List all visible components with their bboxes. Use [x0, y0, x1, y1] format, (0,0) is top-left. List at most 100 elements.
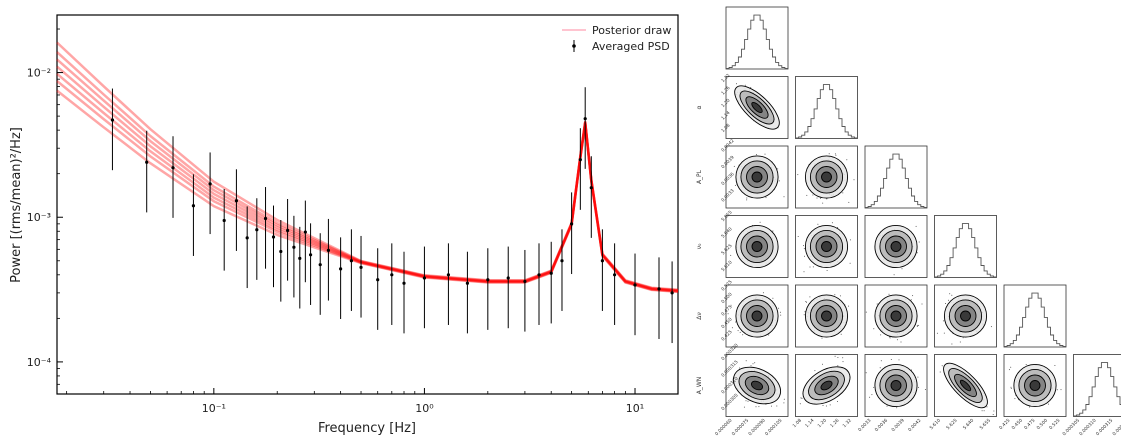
x-tick-label: 10¹ — [626, 402, 644, 415]
sample-point — [951, 294, 953, 296]
corner-x-tick-label: 1.08 — [792, 418, 803, 429]
panel-frame — [795, 76, 858, 139]
sample-point — [776, 405, 778, 407]
sample-point — [837, 401, 838, 402]
corner-x-tick-label: 1.14 — [804, 418, 815, 429]
sample-point — [778, 307, 780, 309]
sample-point — [993, 410, 995, 412]
psd-point — [285, 228, 290, 233]
psd-point — [465, 281, 470, 285]
sample-point — [822, 405, 824, 406]
corner-x-tick-label: 5.655 — [979, 418, 992, 431]
y-tick-label: 10⁻² — [27, 67, 51, 80]
sample-point — [739, 367, 741, 369]
sample-point — [1014, 398, 1016, 400]
sample-point — [917, 376, 919, 378]
corner-parameter-label: Δν — [696, 312, 703, 320]
x-axis-ticks: 10⁻¹ 10⁰ 10¹ — [66, 388, 644, 415]
corner-contour-panel — [725, 215, 789, 278]
corner-contour-panel — [725, 145, 789, 209]
sample-point — [754, 362, 756, 364]
sample-point — [1054, 365, 1056, 366]
corner-x-tick-label: 0.0033 — [857, 418, 872, 433]
corner-y-tick-label: 1.14 — [720, 110, 731, 121]
sample-point — [910, 299, 912, 301]
corner-x-tick-label: 1.32 — [842, 418, 853, 429]
sample-point — [915, 225, 917, 227]
sample-point — [846, 159, 848, 161]
sample-point — [896, 339, 898, 341]
psd-point — [359, 265, 363, 270]
contour-level — [821, 171, 832, 183]
corner-x-tick-label: 0.525 — [1048, 418, 1061, 431]
sample-point — [826, 270, 828, 271]
panel-frame — [725, 6, 789, 70]
sample-point — [822, 363, 823, 365]
sample-point — [746, 199, 748, 201]
sample-point — [814, 370, 816, 372]
psd-point — [171, 166, 175, 170]
psd-point — [578, 158, 582, 162]
sample-point — [783, 398, 785, 400]
sample-point — [804, 311, 806, 313]
corner-histogram-panel — [864, 145, 928, 209]
sample-point — [837, 227, 839, 228]
x-tick-label: 10⁻¹ — [202, 402, 226, 415]
sample-point — [916, 324, 918, 326]
psd-point — [271, 235, 276, 239]
sample-point — [826, 198, 828, 200]
sample-point — [746, 197, 748, 199]
sample-point — [849, 262, 851, 264]
sample-point — [809, 266, 811, 268]
psd-point — [110, 118, 115, 122]
corner-contour-panel — [725, 76, 789, 139]
sample-point — [916, 325, 918, 327]
averaged-psd-points — [110, 87, 674, 344]
sample-point — [981, 410, 983, 412]
legend: Posterior draw Averaged PSD — [562, 24, 671, 53]
sample-point — [730, 304, 732, 306]
sample-point — [837, 357, 839, 358]
psd-point — [279, 249, 283, 254]
corner-x-tick-label: 0.425 — [998, 418, 1011, 431]
sample-point — [879, 367, 881, 369]
corner-contour-panel — [864, 215, 928, 278]
contour-level — [751, 171, 763, 183]
corner-histogram-panel — [725, 6, 789, 70]
sample-point — [772, 230, 774, 232]
corner-contour-panel — [795, 284, 858, 348]
panel-frame — [1073, 354, 1121, 417]
corner-contour-panel — [1003, 354, 1067, 417]
contour-level — [750, 380, 764, 391]
sample-point — [951, 343, 953, 345]
corner-contour-panel — [725, 284, 789, 348]
corner-histogram-panel — [1073, 354, 1121, 417]
contour-level — [890, 241, 902, 252]
contour-level — [960, 310, 971, 322]
sample-point — [943, 332, 945, 334]
psd-point — [549, 271, 553, 275]
corner-parameter-label: A_WN — [696, 377, 703, 395]
sample-point — [898, 359, 900, 361]
plot-frame — [56, 14, 679, 395]
psd-point — [670, 291, 674, 295]
corner-y-tick-label: 1.08 — [720, 122, 731, 133]
corner-x-tick-label: 5.640 — [962, 418, 975, 431]
sample-point — [1047, 403, 1049, 405]
posterior-draw-line — [56, 65, 679, 293]
corner-histogram-panel — [795, 76, 858, 139]
panel-frame — [1003, 284, 1067, 348]
sample-point — [948, 299, 949, 301]
sample-point — [880, 360, 882, 362]
sample-point — [744, 84, 746, 86]
corner-contour-panel — [725, 354, 789, 417]
legend-psd-marker — [572, 44, 576, 48]
sample-point — [1028, 406, 1030, 408]
sample-point — [1060, 389, 1062, 391]
psd-point — [376, 278, 380, 282]
corner-x-tick-label: 1.26 — [829, 418, 840, 429]
sample-point — [842, 192, 844, 194]
sample-point — [758, 406, 760, 408]
sample-point — [804, 255, 805, 257]
corner-x-tick-label: 0.450 — [1011, 418, 1024, 431]
